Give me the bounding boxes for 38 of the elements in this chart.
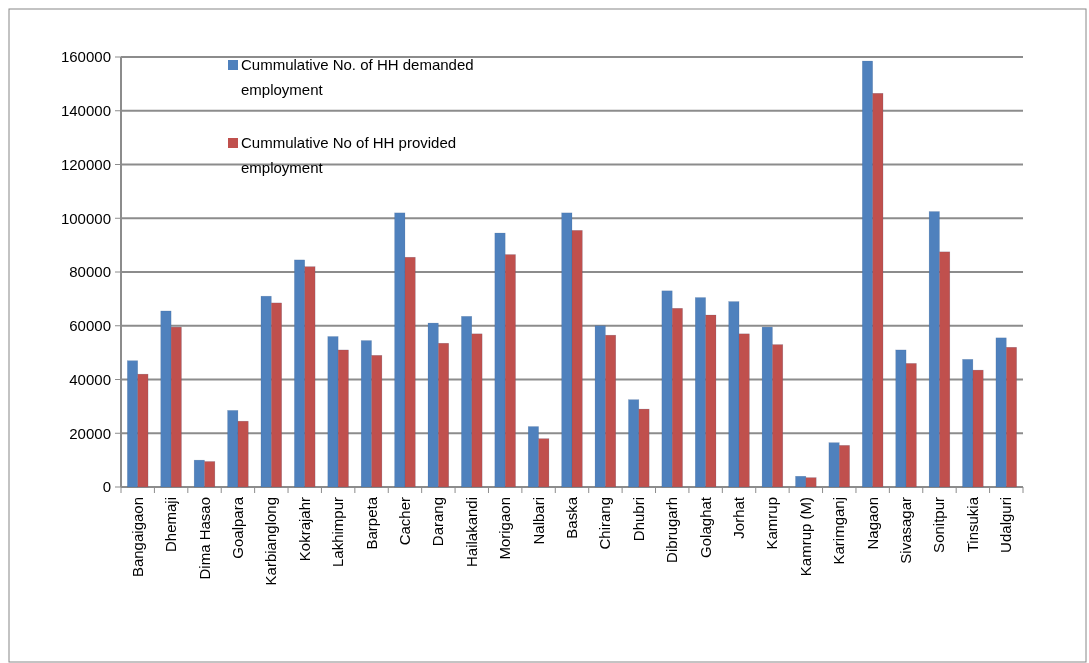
x-tick-label: Golaghat [696,496,714,558]
y-tick-label: 100000 [60,209,111,227]
y-tick-label: 0 [102,478,111,496]
x-tick-label: Bangaigaon [128,497,146,578]
x-tick-label: Kokrajahr [295,497,313,562]
x-tick-label: Hailakandi [462,497,480,568]
legend-label: Cummulative No. of HH demanded employment [241,56,474,98]
x-tick-label: Nagaon [863,497,881,550]
x-tick-label: Tinsukia [963,496,981,553]
x-tick-label: Dhemaji [162,497,180,553]
x-tick-label: Barpeta [362,496,380,550]
y-tick-label: 140000 [60,102,111,119]
x-tick-label: Nalbari [529,497,547,545]
x-tick-label: Lakhimpur [329,497,347,568]
y-tick-label: 120000 [60,155,111,173]
x-tick-label: Karbianglong [262,497,280,586]
x-tick-label: Darang [429,497,447,547]
x-tick-label: Morigaon [496,497,514,560]
x-tick-label: Jorhat [730,496,748,539]
x-tick-label: Udalguri [997,497,1015,553]
y-tick-label: 160000 [60,48,111,66]
x-tick-label: Dima Hasao [195,497,213,580]
x-tick-label: Dibrugarh [663,497,681,563]
x-tick-label: Kamrup [763,497,781,550]
x-tick-label: Cacher [395,497,413,546]
x-tick-label: Karimganj [830,497,848,565]
x-tick-label: Sonitpur [930,497,948,553]
y-tick-label: 20000 [69,424,111,442]
y-tick-label: 60000 [69,317,111,334]
x-tick-label: Chirang [596,497,614,550]
x-tick-label: Kamrup (M) [796,497,814,577]
legend-label: Cummulative No of HH provided employment [241,134,457,176]
y-tick-label: 40000 [69,370,111,388]
y-tick-label: 80000 [69,263,111,281]
x-tick-label: Baska [563,496,580,539]
x-tick-label: Sivasagar [897,497,915,564]
x-tick-label: Goalpara [228,496,246,559]
x-tick-label: Dhubri [629,497,647,542]
